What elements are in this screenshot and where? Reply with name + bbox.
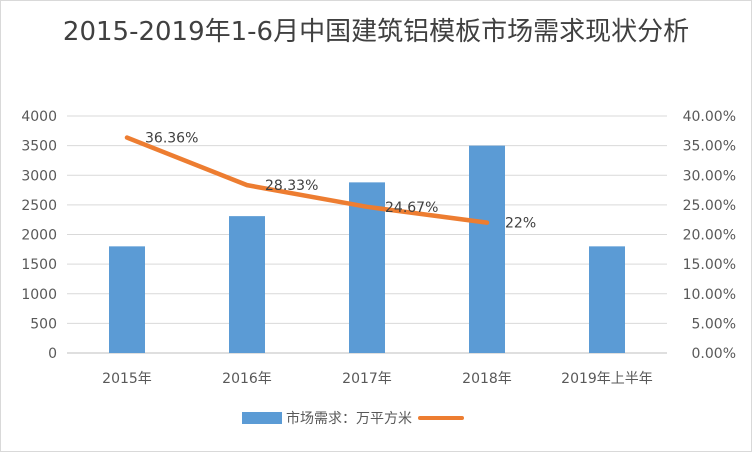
y2-tick-label: 25.00%: [683, 198, 736, 214]
legend-bar-label: 市场需求：万平方米: [286, 411, 412, 427]
data-label: 24.67%: [385, 200, 438, 216]
line-series: [124, 135, 490, 225]
y-tick-label: 3000: [21, 168, 57, 184]
chart-title: 2015-2019年1-6月中国建筑铝模板市场需求现状分析: [62, 17, 690, 47]
y-tick-label: 1500: [21, 257, 57, 273]
y2-tick-label: 10.00%: [683, 287, 736, 303]
x-tick-label: 2015年: [102, 371, 152, 387]
y2-tick-label: 20.00%: [683, 228, 736, 244]
x-tick-label: 2018年: [462, 371, 512, 387]
bar: [469, 145, 505, 353]
y-tick-label: 1000: [21, 287, 57, 303]
y2-tick-label: 0.00%: [692, 346, 736, 362]
legend: 市场需求：万平方米: [242, 408, 464, 428]
y-tick-label: 0: [48, 346, 57, 362]
y-tick-label: 4000: [21, 109, 57, 125]
x-tick-label: 2019年上半年: [561, 371, 653, 387]
x-tick-label: 2016年: [222, 371, 272, 387]
y2-tick-label: 40.00%: [683, 109, 736, 125]
x-tick-label: 2017年: [342, 371, 392, 387]
y2-tick-label: 5.00%: [692, 316, 736, 332]
y-tick-label: 500: [30, 316, 57, 332]
y2-tick-label: 35.00%: [683, 139, 736, 155]
legend-line-swatch: [418, 416, 464, 420]
y2-tick-label: 30.00%: [683, 168, 736, 184]
legend-bar-swatch: [242, 412, 282, 424]
data-label: 36.36%: [145, 131, 198, 147]
data-label: 28.33%: [265, 178, 318, 194]
y-tick-label: 2000: [21, 228, 57, 244]
bar: [229, 216, 265, 353]
y-tick-label: 2500: [21, 198, 57, 214]
bar: [589, 246, 625, 353]
bar: [349, 182, 385, 353]
y2-tick-label: 15.00%: [683, 257, 736, 273]
bar: [109, 246, 145, 353]
data-label: 22%: [505, 216, 536, 232]
y-tick-label: 3500: [21, 139, 57, 155]
